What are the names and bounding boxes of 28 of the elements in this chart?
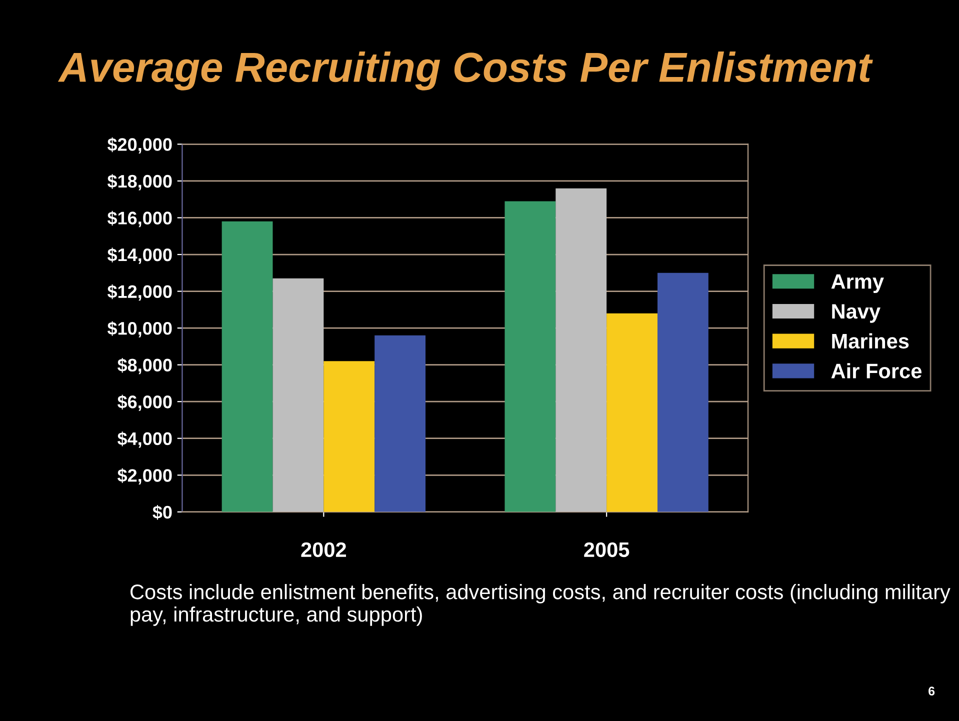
y-tick-label: $0 bbox=[152, 505, 172, 520]
bar bbox=[606, 313, 658, 512]
bar bbox=[504, 201, 556, 512]
y-tick-label: $6,000 bbox=[118, 394, 172, 411]
y-tick-label: $8,000 bbox=[118, 358, 172, 374]
y-tick-label: $14,000 bbox=[107, 248, 172, 264]
legend-label: Air Force bbox=[831, 363, 922, 378]
bar bbox=[556, 188, 607, 512]
y-tick-label: $2,000 bbox=[118, 468, 172, 484]
text: 6 bbox=[928, 686, 935, 696]
chart-title: Average Recruiting Costs Per Enlistment bbox=[58, 52, 873, 90]
y-tick-label: $16,000 bbox=[107, 210, 172, 228]
y-tick-label: $4,000 bbox=[118, 432, 172, 448]
bar bbox=[657, 272, 708, 512]
x-tick-label: 2002 bbox=[301, 542, 346, 558]
y-tick-label: $20,000 bbox=[107, 137, 172, 154]
legend-label: Army bbox=[831, 274, 884, 294]
y-tick-label: $12,000 bbox=[107, 284, 172, 301]
bar bbox=[374, 335, 426, 512]
x-tick-label: 2005 bbox=[584, 542, 630, 558]
legend-label: Marines bbox=[832, 333, 909, 349]
legend-label: Navy bbox=[832, 304, 880, 323]
y-tick-label: $10,000 bbox=[107, 321, 172, 338]
text: Costs include enlistment benefits, advertising costs, and recruiter costs (including military pay, infrastructure, and support) bbox=[130, 584, 950, 626]
y-tick-label: $18,000 bbox=[107, 174, 172, 190]
bar bbox=[272, 278, 324, 512]
bar bbox=[324, 361, 375, 512]
bar bbox=[222, 221, 273, 512]
